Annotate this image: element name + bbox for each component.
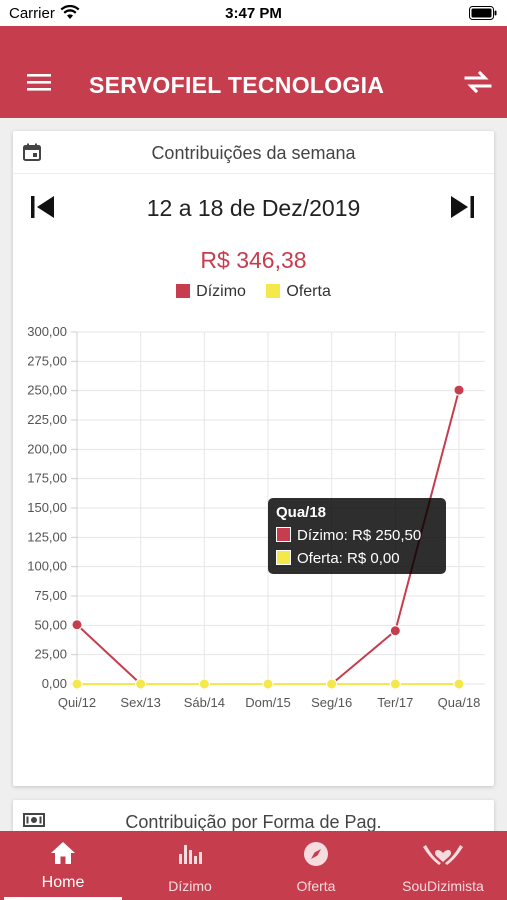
data-point-oferta xyxy=(262,678,274,690)
carrier-label: Carrier xyxy=(9,5,55,22)
data-point-oferta xyxy=(135,678,147,690)
bar-chart-icon xyxy=(127,841,253,865)
tooltip-dizimo-value: Dízimo: R$ 250,50 xyxy=(297,527,422,544)
legend-label-dizimo: Dízimo xyxy=(196,283,246,300)
data-point-oferta xyxy=(71,678,83,690)
legend-swatch-oferta xyxy=(266,284,281,298)
y-tick-label: 225,00 xyxy=(27,412,67,427)
y-tick-label: 75,00 xyxy=(34,588,67,603)
y-tick-label: 25,00 xyxy=(34,647,67,662)
data-point-dzimo xyxy=(389,625,401,637)
money-icon xyxy=(23,812,45,833)
chart-svg: 0,00 25,00 50,00 75,00 100,00 125,00 150,00 175… xyxy=(27,324,485,710)
card-title: Contribuição por Forma de Pag. xyxy=(125,812,382,832)
y-tick-label: 100,00 xyxy=(27,559,67,574)
week-total: R$ 346,38 xyxy=(200,247,307,273)
tooltip-swatch-dizimo xyxy=(276,527,291,542)
card-header: Contribuições da semana xyxy=(13,131,494,174)
nav-item-oferta[interactable]: Oferta xyxy=(253,831,379,900)
clock: 3:47 PM xyxy=(225,5,282,22)
wifi-icon xyxy=(60,4,80,24)
x-tick-label: Ter/17 xyxy=(377,695,413,710)
app-title: SERVOFIEL TECNOLOGIA xyxy=(89,72,385,98)
y-tick-label: 250,00 xyxy=(27,383,67,398)
tooltip-title: Qua/18 xyxy=(276,504,327,521)
weekly-line-chart: 0,00 25,00 50,00 75,00 100,00 125,00 150,00 175… xyxy=(13,316,494,716)
y-tick-label: 150,00 xyxy=(27,500,67,515)
skip-previous-icon[interactable] xyxy=(31,195,55,224)
home-icon xyxy=(0,841,126,865)
battery-icon xyxy=(469,6,497,24)
data-point-dzimo xyxy=(71,619,83,631)
legend-item-dizimo[interactable]: Dízimo xyxy=(176,283,246,301)
x-tick-label: Qua/18 xyxy=(438,695,481,710)
nav-item-home[interactable]: Home xyxy=(0,831,126,900)
chart-legend: Dízimo Oferta xyxy=(13,283,494,301)
y-tick-label: 50,00 xyxy=(34,617,67,632)
week-navigator: 12 a 18 de Dez/2019 xyxy=(13,181,494,231)
app-bar: SERVOFIEL TECNOLOGIA xyxy=(0,26,507,118)
data-point-oferta xyxy=(198,678,210,690)
x-tick-label: Seg/16 xyxy=(311,695,352,710)
tooltip-oferta-value: Oferta: R$ 0,00 xyxy=(297,550,400,567)
x-tick-label: Sáb/14 xyxy=(184,695,225,710)
data-point-dzimo xyxy=(453,384,465,396)
nav-label-soudizimista: SouDizimista xyxy=(402,878,484,894)
legend-label-oferta: Oferta xyxy=(286,283,331,300)
tooltip-row-oferta: Oferta: R$ 0,00 xyxy=(276,550,400,567)
y-tick-label: 175,00 xyxy=(27,471,67,486)
card-title: Contribuições da semana xyxy=(151,143,356,163)
skip-next-icon[interactable] xyxy=(450,195,474,224)
status-bar: Carrier 3:47 PM xyxy=(0,0,507,26)
y-tick-label: 275,00 xyxy=(27,353,67,368)
swap-icon[interactable] xyxy=(463,70,493,99)
tooltip-swatch-oferta xyxy=(276,550,291,565)
calendar-icon xyxy=(23,143,41,166)
hands-heart-icon xyxy=(380,841,506,865)
y-tick-label: 200,00 xyxy=(27,441,67,456)
legend-swatch-dizimo xyxy=(176,284,191,298)
nav-item-dizimo[interactable]: Dízimo xyxy=(127,831,253,900)
y-tick-label: 0,00 xyxy=(42,676,67,691)
nav-item-soudizimista[interactable]: SouDizimista xyxy=(380,831,506,900)
nav-label-home: Home xyxy=(41,874,85,891)
active-indicator xyxy=(4,897,122,900)
chart-tooltip: Qua/18 Dízimo: R$ 250,50 Oferta: R$ 0,00 xyxy=(268,498,446,574)
compass-icon xyxy=(253,841,379,866)
week-range: 12 a 18 de Dez/2019 xyxy=(146,195,361,221)
data-point-oferta xyxy=(326,678,338,690)
nav-label-oferta: Oferta xyxy=(296,878,336,894)
x-tick-label: Dom/15 xyxy=(245,695,291,710)
tooltip-row-dizimo: Dízimo: R$ 250,50 xyxy=(276,527,421,544)
x-tick-label: Sex/13 xyxy=(120,695,160,710)
data-point-oferta xyxy=(453,678,465,690)
menu-icon[interactable] xyxy=(27,72,51,97)
y-tick-label: 300,00 xyxy=(27,324,67,339)
x-tick-label: Qui/12 xyxy=(58,695,96,710)
nav-label-dizimo: Dízimo xyxy=(168,878,212,894)
bottom-navigation: Home Dízimo Oferta SouDizimista xyxy=(0,831,507,900)
legend-item-oferta[interactable]: Oferta xyxy=(266,283,331,301)
weekly-contributions-card: Contribuições da semana 12 a 18 de Dez/2… xyxy=(13,131,494,786)
y-tick-label: 125,00 xyxy=(27,529,67,544)
data-point-oferta xyxy=(389,678,401,690)
